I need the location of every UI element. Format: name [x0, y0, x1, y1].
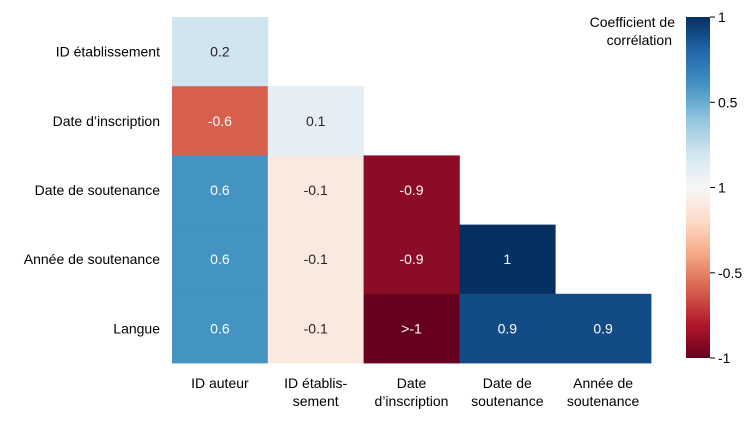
row-label: Date d’inscription	[53, 113, 160, 129]
heatmap-cell	[363, 224, 460, 295]
heatmap-cell	[459, 293, 556, 364]
heatmap-cell	[172, 293, 269, 364]
cell-value-label: >-1	[401, 320, 422, 336]
colorbar-tick-label: 1	[718, 9, 726, 25]
cell-value-label: -0.1	[304, 251, 328, 267]
column-label: soutenance	[567, 393, 640, 409]
row-label: Date de soutenance	[35, 182, 161, 198]
row-label: Langue	[113, 320, 160, 336]
column-label: soutenance	[471, 393, 544, 409]
column-label: ID auteur	[191, 375, 249, 391]
cell-value-label: 0.9	[593, 320, 613, 336]
heatmap-cell	[267, 293, 364, 364]
column-label: Date de	[483, 375, 532, 391]
colorbar-tick-label: 0.5	[718, 94, 738, 110]
cell-value-label: 0.6	[210, 182, 230, 198]
colorbar-tick-label: 1	[718, 180, 726, 196]
cell-value-label: 0.6	[210, 251, 230, 267]
column-label: sement	[293, 393, 339, 409]
heatmap-cell	[267, 155, 364, 225]
cell-value-label: -0.6	[208, 113, 232, 129]
heatmap-cells: 0.2 -0.6 0.1 0.6 -0.1 -0.9 0.6 -0.1 -0.9 1 0.6 -0.1…	[172, 17, 652, 364]
colorbar-title-line1: Coefficient de	[590, 14, 676, 30]
cell-value-label: 0.2	[210, 44, 230, 60]
heatmap-cell	[267, 224, 364, 295]
cell-value-label: 0.1	[306, 113, 326, 129]
heatmap-cell	[267, 86, 364, 156]
colorbar: Coefficient de corrélation 1 0.5 1 -0.5 -1	[590, 9, 743, 366]
column-label: Date	[397, 375, 427, 391]
heatmap-cell	[363, 293, 460, 364]
heatmap-cell	[363, 155, 460, 225]
colorbar-ticks: 1 0.5 1 -0.5 -1	[710, 9, 742, 366]
heatmap-cell	[172, 224, 269, 295]
colorbar-tick-label: -0.5	[718, 265, 742, 281]
column-label: ID établis-	[284, 375, 347, 391]
row-label: Année de soutenance	[24, 251, 160, 267]
row-label: ID établissement	[56, 44, 160, 60]
cell-value-label: -0.9	[399, 251, 423, 267]
row-labels: ID établissement Date d’inscription Date d…	[24, 44, 160, 337]
cell-value-label: -0.1	[304, 320, 328, 336]
colorbar-title-line2: corrélation	[607, 32, 672, 48]
cell-value-label: 1	[503, 251, 511, 267]
heatmap-cell	[172, 86, 269, 156]
heatmap-cell	[555, 293, 652, 364]
column-labels: ID auteur ID établis-sement Date d’inscript…	[191, 375, 639, 409]
column-label: Année de	[573, 375, 633, 391]
heatmap-cell	[172, 17, 269, 87]
column-label: d’inscription	[375, 393, 449, 409]
cell-value-label: 0.6	[210, 320, 230, 336]
colorbar-gradient	[686, 17, 710, 358]
colorbar-tick-label: -1	[718, 350, 731, 366]
cell-value-label: -0.9	[399, 182, 423, 198]
heatmap-cell	[459, 224, 556, 295]
cell-value-label: 0.9	[498, 320, 518, 336]
cell-value-label: -0.1	[304, 182, 328, 198]
heatmap-cell	[172, 155, 269, 225]
